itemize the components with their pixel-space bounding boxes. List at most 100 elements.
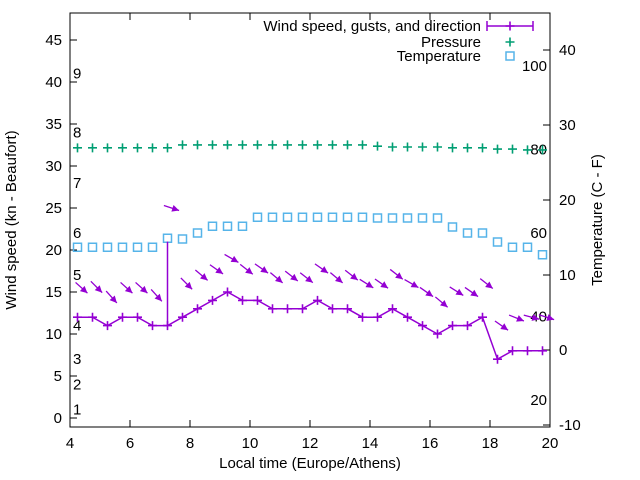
pressure-marker bbox=[343, 140, 352, 150]
temperature-marker bbox=[417, 213, 428, 223]
temperature-marker bbox=[252, 212, 263, 222]
pressure-marker bbox=[538, 145, 547, 155]
gust-arrow-head bbox=[365, 281, 374, 288]
pressure-series bbox=[73, 140, 547, 155]
right-tick-label: -10 bbox=[559, 417, 581, 434]
pressure-marker bbox=[313, 140, 322, 150]
pressure-marker bbox=[118, 143, 127, 153]
wind-line bbox=[77, 291, 543, 361]
gust-arrow-head bbox=[455, 288, 464, 296]
gust-arrow-head bbox=[79, 285, 88, 294]
temperature-marker bbox=[102, 242, 113, 252]
pressure-marker bbox=[508, 144, 517, 154]
legend-label: Pressure bbox=[421, 34, 481, 51]
legend: Wind speed, gusts, and directionPressure… bbox=[263, 18, 534, 65]
gust-arrow-head bbox=[94, 285, 103, 293]
x-tick-label: 8 bbox=[186, 435, 194, 452]
pressure-marker bbox=[103, 143, 112, 153]
axes: 4 6 8 10 12 14 16 18 20051015202530354045-100102… bbox=[3, 12, 606, 472]
gust-arrow-head bbox=[410, 281, 419, 288]
x-tick-label: 16 bbox=[422, 435, 439, 452]
gust-arrow-head bbox=[305, 275, 313, 283]
right-axis-title: Temperature (C - F) bbox=[589, 154, 606, 286]
legend-wind-plus bbox=[505, 21, 515, 31]
wind-marker bbox=[478, 312, 487, 322]
temperature-marker bbox=[537, 250, 548, 260]
gust-arrow-head bbox=[124, 285, 133, 294]
temperature-marker bbox=[327, 212, 338, 222]
pressure-marker bbox=[178, 140, 187, 150]
x-tick-label: 20 bbox=[542, 435, 559, 452]
plot-border bbox=[69, 12, 551, 428]
right-tick-label: 40 bbox=[559, 42, 576, 59]
wind-marker bbox=[523, 346, 532, 356]
pressure-marker bbox=[523, 145, 532, 155]
temperature-marker bbox=[147, 242, 158, 252]
temperature-marker bbox=[162, 233, 173, 243]
wind-marker bbox=[493, 354, 502, 364]
wind-series bbox=[73, 241, 547, 364]
pressure-marker bbox=[373, 141, 382, 151]
x-axis-title: Local time (Europe/Athens) bbox=[219, 455, 401, 472]
wind-marker bbox=[388, 304, 397, 314]
gust-arrow-head bbox=[200, 273, 208, 281]
pressure-marker bbox=[433, 142, 442, 152]
gust-arrow-head bbox=[350, 273, 358, 281]
x-tick-label: 18 bbox=[482, 435, 499, 452]
wind-marker bbox=[463, 321, 472, 331]
pressure-marker bbox=[418, 142, 427, 152]
legend-label: Wind speed, gusts, and direction bbox=[263, 18, 481, 35]
gust-arrow-head bbox=[395, 272, 403, 280]
gust-arrow-head bbox=[516, 315, 524, 322]
temperature-marker bbox=[432, 213, 443, 223]
temperature-series bbox=[72, 212, 548, 260]
gust-arrow-head bbox=[275, 275, 283, 283]
legend-temperature-square bbox=[505, 51, 515, 61]
wind-marker bbox=[448, 321, 457, 331]
wind-marker bbox=[373, 312, 382, 322]
legend-label: Temperature bbox=[397, 48, 481, 65]
wind-marker bbox=[343, 304, 352, 314]
pressure-marker bbox=[268, 140, 277, 150]
pressure-marker bbox=[298, 140, 307, 150]
right-tick-label: 30 bbox=[559, 117, 576, 134]
temperature-marker bbox=[207, 221, 218, 231]
temperature-marker bbox=[402, 213, 413, 223]
temperature-marker bbox=[492, 237, 503, 247]
wind-marker bbox=[133, 312, 142, 322]
wind-marker bbox=[208, 295, 217, 305]
temperature-marker bbox=[282, 212, 293, 222]
x-tick-label: 6 bbox=[126, 435, 134, 452]
beaufort-label: 4 bbox=[73, 318, 81, 335]
wind-marker bbox=[88, 312, 97, 322]
left-tick-label: 5 bbox=[54, 368, 62, 385]
pressure-marker bbox=[283, 140, 292, 150]
beaufort-label: 2 bbox=[73, 376, 81, 393]
gust-arrow-head bbox=[425, 289, 434, 297]
right-tick-label: 0 bbox=[559, 342, 567, 359]
wind-marker bbox=[193, 304, 202, 314]
pressure-marker bbox=[448, 143, 457, 153]
wind-marker bbox=[73, 312, 82, 322]
temperature-marker bbox=[237, 221, 248, 231]
temperature-marker bbox=[222, 221, 233, 231]
gust-arrow-head bbox=[440, 300, 448, 308]
pressure-marker bbox=[133, 143, 142, 153]
temperature-marker bbox=[267, 212, 278, 222]
pressure-marker bbox=[253, 140, 262, 150]
temperature-marker bbox=[297, 212, 308, 222]
x-tick-label: 4 bbox=[66, 435, 74, 452]
pressure-marker bbox=[163, 143, 172, 153]
wind-marker bbox=[223, 287, 232, 297]
gust-arrow-head bbox=[546, 314, 555, 321]
temperature-marker bbox=[462, 228, 473, 238]
temperature-marker bbox=[312, 212, 323, 222]
wind-marker bbox=[118, 312, 127, 322]
left-tick-label: 0 bbox=[54, 410, 62, 427]
temperature-marker bbox=[522, 242, 533, 252]
gust-arrow-head bbox=[215, 267, 224, 274]
left-axis-title: Wind speed (kn - Beaufort) bbox=[3, 130, 20, 309]
pressure-marker bbox=[193, 140, 202, 150]
pressure-marker bbox=[88, 143, 97, 153]
